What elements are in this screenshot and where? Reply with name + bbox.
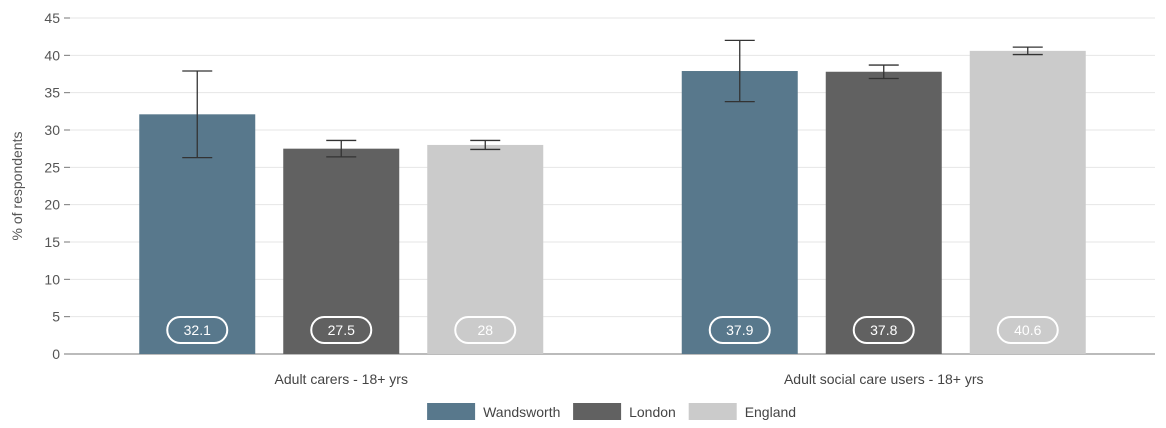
bar-wandsworth <box>681 71 798 354</box>
bar-london <box>825 71 942 354</box>
data-label-box <box>454 316 517 344</box>
legend-swatch <box>573 403 622 420</box>
data-label: 27.5 <box>328 322 355 338</box>
data-label-box <box>852 316 915 344</box>
data-labels: 32.1 27.5 28 37.9 37.8 40.6 <box>166 316 1059 344</box>
data-label-box <box>996 316 1059 344</box>
data-label: 40.6 <box>1014 322 1041 338</box>
y-tick-label: 10 <box>44 271 60 287</box>
legend-swatch <box>427 403 476 420</box>
data-label: 37.9 <box>726 322 753 338</box>
data-label-box <box>310 316 373 344</box>
y-tick-label: 20 <box>44 197 60 213</box>
y-tick-label: 0 <box>52 346 60 362</box>
category-labels: Adult carers - 18+ yrs Adult social care … <box>275 371 984 387</box>
data-label-box <box>708 316 771 344</box>
data-label: 37.8 <box>870 322 897 338</box>
y-tick-label: 30 <box>44 122 60 138</box>
legend-swatch <box>688 403 737 420</box>
y-tick-label: 35 <box>44 85 60 101</box>
y-tick-label: 45 <box>44 10 60 26</box>
y-axis-label: % of respondents <box>9 132 25 241</box>
data-label-box <box>166 316 229 344</box>
y-tick-label: 25 <box>44 159 60 175</box>
bars <box>139 50 1086 354</box>
legend-label: England <box>745 404 796 420</box>
y-tick-label: 5 <box>52 309 60 325</box>
legend-label: London <box>629 404 676 420</box>
bar-london <box>283 148 400 354</box>
category-label: Adult carers - 18+ yrs <box>275 371 408 387</box>
bar-england <box>427 144 544 354</box>
y-axis-ticks: 0 5 10 15 20 25 30 35 40 45 <box>44 10 70 362</box>
legend-label: Wandsworth <box>483 404 560 420</box>
bar-england <box>969 50 1086 354</box>
data-label: 32.1 <box>184 322 211 338</box>
y-tick-label: 40 <box>44 47 60 63</box>
error-bars <box>182 39 1043 159</box>
y-tick-label: 15 <box>44 234 60 250</box>
legend: Wandsworth London England <box>427 403 796 420</box>
data-label: 28 <box>477 322 493 338</box>
category-label: Adult social care users - 18+ yrs <box>784 371 984 387</box>
